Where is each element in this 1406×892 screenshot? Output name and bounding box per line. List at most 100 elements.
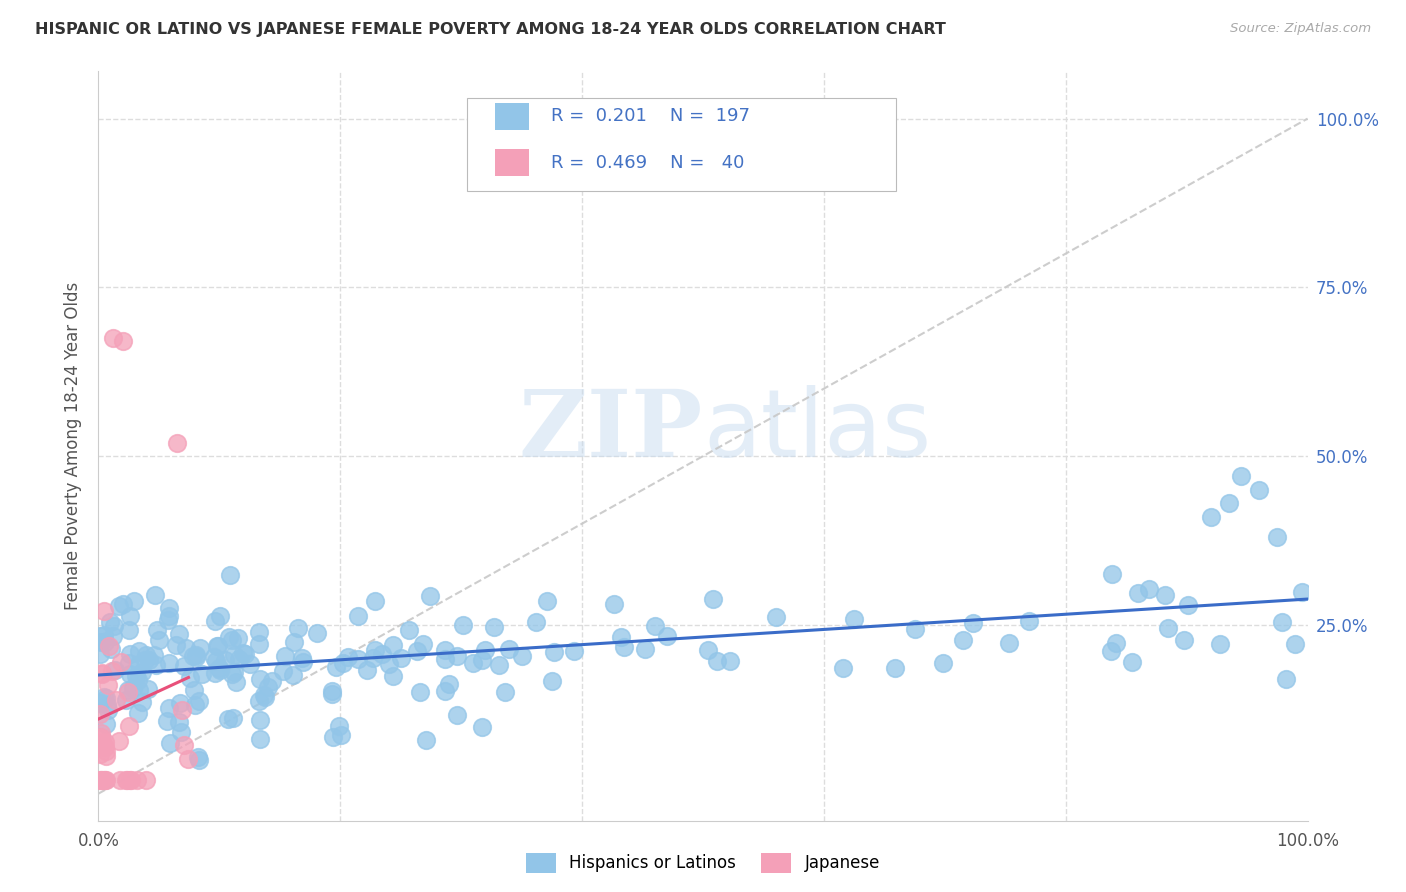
- Point: [233, 648, 256, 662]
- Point: [110, 655, 132, 669]
- Point: [157, 613, 180, 627]
- Point: [94, 635, 117, 649]
- Point: [97, 640, 120, 654]
- Point: [145, 658, 167, 673]
- Text: atlas: atlas: [703, 385, 931, 477]
- Point: [332, 656, 354, 670]
- Point: [187, 752, 209, 766]
- Point: [262, 673, 284, 688]
- Point: [94, 690, 117, 705]
- Point: [904, 622, 927, 636]
- Point: [257, 680, 280, 694]
- Point: [184, 649, 207, 664]
- Point: [170, 703, 193, 717]
- Point: [173, 738, 195, 752]
- Point: [346, 608, 368, 623]
- Text: HISPANIC OR LATINO VS JAPANESE FEMALE POVERTY AMONG 18-24 YEAR OLDS CORRELATION : HISPANIC OR LATINO VS JAPANESE FEMALE PO…: [35, 22, 946, 37]
- Point: [254, 690, 277, 704]
- Y-axis label: Female Poverty Among 18-24 Year Olds: Female Poverty Among 18-24 Year Olds: [63, 282, 82, 610]
- Point: [283, 635, 305, 649]
- Point: [134, 653, 156, 667]
- Point: [108, 599, 131, 613]
- Text: R =  0.201    N =  197: R = 0.201 N = 197: [551, 107, 749, 125]
- Point: [118, 773, 141, 788]
- Point: [96, 716, 118, 731]
- Point: [177, 752, 200, 766]
- Point: [128, 683, 150, 698]
- Point: [408, 685, 430, 699]
- Point: [1218, 496, 1240, 510]
- Point: [1099, 644, 1122, 658]
- Point: [494, 685, 516, 699]
- Point: [115, 693, 138, 707]
- Point: [1121, 655, 1143, 669]
- Point: [159, 736, 181, 750]
- Point: [89, 647, 111, 661]
- Point: [167, 714, 190, 729]
- Point: [415, 733, 437, 747]
- Point: [1209, 637, 1232, 651]
- Point: [273, 664, 295, 678]
- Point: [1101, 567, 1123, 582]
- Point: [232, 646, 254, 660]
- Point: [89, 629, 111, 643]
- Point: [118, 647, 141, 661]
- Point: [191, 667, 214, 681]
- Point: [249, 672, 271, 686]
- Point: [382, 669, 405, 683]
- Point: [655, 629, 678, 643]
- Point: [226, 631, 249, 645]
- Point: [221, 632, 243, 647]
- Point: [90, 635, 112, 649]
- Point: [100, 642, 122, 657]
- Point: [157, 656, 180, 670]
- Point: [204, 615, 226, 629]
- Point: [118, 657, 141, 671]
- Point: [484, 620, 506, 634]
- Point: [702, 592, 724, 607]
- Text: ZIP: ZIP: [519, 386, 703, 476]
- Point: [218, 568, 240, 582]
- Point: [364, 594, 387, 608]
- Point: [97, 678, 120, 692]
- Point: [115, 773, 138, 788]
- Point: [108, 734, 131, 748]
- Point: [381, 638, 404, 652]
- Point: [321, 684, 343, 698]
- Point: [474, 643, 496, 657]
- Point: [434, 651, 457, 665]
- Point: [609, 630, 631, 644]
- Point: [307, 625, 329, 640]
- Point: [122, 594, 145, 608]
- Point: [1249, 483, 1271, 497]
- Point: [412, 637, 434, 651]
- Point: [281, 667, 304, 681]
- Point: [145, 623, 167, 637]
- Point: [337, 650, 360, 665]
- Point: [330, 728, 353, 742]
- Point: [1157, 621, 1180, 635]
- Point: [120, 773, 142, 788]
- Point: [131, 696, 153, 710]
- Point: [932, 656, 955, 670]
- Point: [208, 609, 231, 624]
- Point: [832, 661, 855, 675]
- Point: [142, 648, 165, 662]
- Point: [135, 648, 157, 663]
- Point: [91, 667, 114, 681]
- Point: [183, 698, 205, 712]
- Point: [1230, 469, 1253, 483]
- Point: [125, 773, 148, 788]
- Point: [94, 749, 117, 764]
- Text: Source: ZipAtlas.com: Source: ZipAtlas.com: [1230, 22, 1371, 36]
- Point: [89, 731, 111, 745]
- Point: [207, 640, 229, 654]
- Point: [110, 773, 132, 788]
- Point: [166, 435, 188, 450]
- Point: [328, 719, 350, 733]
- Point: [118, 718, 141, 732]
- FancyBboxPatch shape: [495, 103, 529, 130]
- Point: [371, 647, 394, 661]
- Point: [239, 657, 262, 672]
- Point: [90, 665, 112, 680]
